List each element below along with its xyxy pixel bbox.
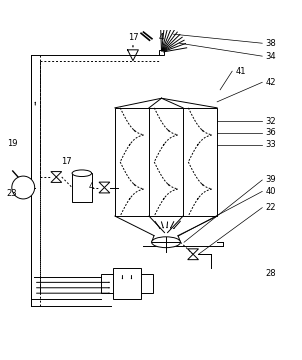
Text: 40: 40 [265, 187, 276, 196]
Text: 19: 19 [7, 139, 18, 148]
Bar [72, 173, 92, 202]
Text: 38: 38 [265, 39, 276, 48]
Text: 22: 22 [265, 203, 276, 212]
Text: 28: 28 [265, 269, 276, 278]
Polygon shape [51, 172, 62, 177]
Circle shape [12, 176, 35, 199]
Text: 17: 17 [62, 157, 72, 166]
Text: 4: 4 [159, 33, 164, 42]
Bar [101, 274, 153, 293]
Text: 17: 17 [128, 33, 138, 42]
Bar [159, 50, 164, 55]
Bar [115, 108, 217, 216]
Polygon shape [99, 182, 110, 188]
Ellipse shape [72, 170, 92, 176]
Text: 33: 33 [265, 140, 276, 149]
Text: 36: 36 [265, 128, 276, 137]
Text: 39: 39 [265, 175, 276, 184]
Polygon shape [188, 254, 198, 260]
Text: 23: 23 [7, 189, 18, 198]
Text: 32: 32 [265, 117, 276, 126]
Text: 42: 42 [265, 78, 276, 87]
Text: 34: 34 [265, 51, 276, 60]
Text: 41: 41 [235, 67, 246, 76]
Text: 4: 4 [161, 48, 165, 54]
Polygon shape [51, 177, 62, 183]
Polygon shape [99, 188, 110, 193]
Polygon shape [188, 249, 198, 254]
Text: 4: 4 [88, 181, 94, 190]
Ellipse shape [152, 237, 181, 248]
Bar [113, 268, 141, 300]
